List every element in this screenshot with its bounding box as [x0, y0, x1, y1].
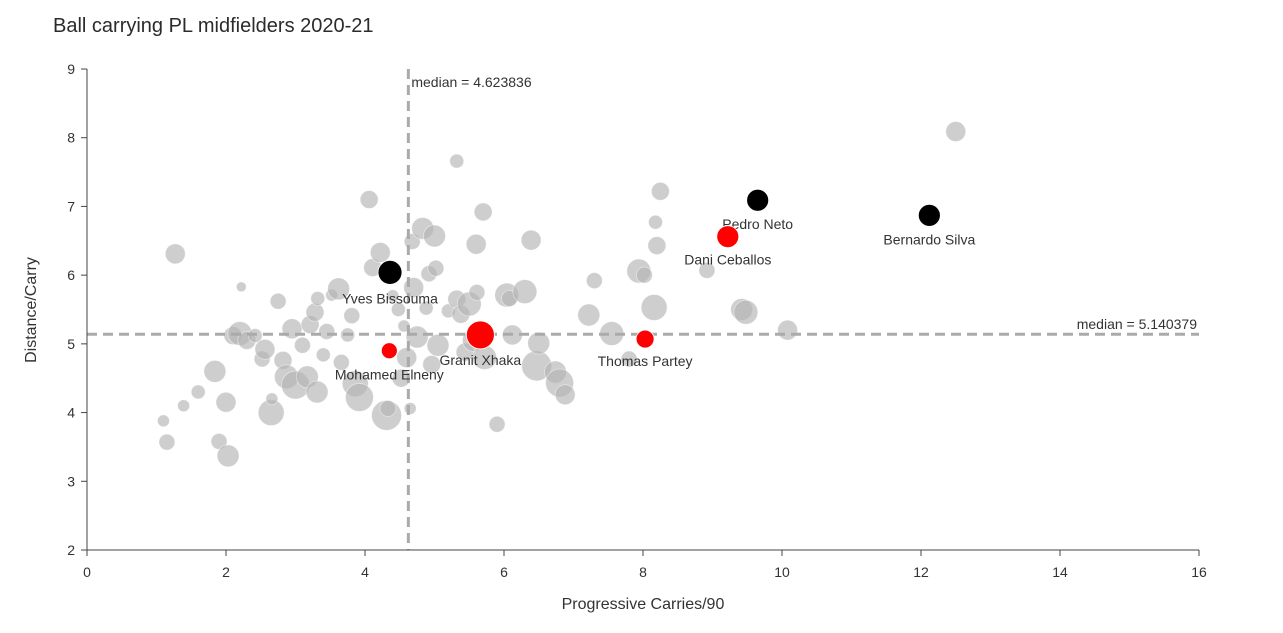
player-point-33: [327, 277, 350, 301]
y-tick-label-6: 6: [67, 267, 75, 283]
player-point-1: [157, 414, 170, 428]
player-label-thomas-partey: Thomas Partey: [598, 353, 693, 369]
y-tick-label-9: 9: [67, 61, 75, 77]
player-point-95: [777, 319, 798, 341]
player-point-54: [418, 300, 434, 316]
player-label-bernardo-silva: Bernardo Silva: [883, 231, 975, 247]
y-tick-label-3: 3: [67, 473, 75, 489]
player-point-57: [423, 224, 446, 248]
highlighted-players-layer: Pedro Neto Bernardo Silva Yves Bissouma Dan…: [335, 188, 975, 383]
player-point-3: [164, 243, 186, 265]
player-point-19: [269, 292, 287, 310]
player-point-90: [647, 236, 667, 255]
player-point-69: [473, 202, 493, 222]
y-tick-label-4: 4: [67, 405, 75, 421]
player-point-43: [379, 400, 397, 417]
player-point-48: [396, 347, 418, 369]
player-point-39: [359, 190, 379, 209]
player-point-mohamed-elneny: [380, 342, 398, 360]
y-tick-label-8: 8: [67, 130, 75, 146]
player-point-68: [468, 283, 486, 301]
x-tick-label-8: 8: [639, 564, 647, 580]
player-point-85: [620, 350, 638, 368]
player-point-8: [215, 391, 237, 413]
other-players-layer: [157, 121, 967, 468]
player-point-96: [945, 121, 967, 142]
player-point-59: [426, 333, 450, 357]
player-point-2: [158, 433, 176, 451]
player-point-87: [635, 266, 653, 284]
y-tick-label-5: 5: [67, 336, 75, 352]
player-point-81: [554, 384, 576, 406]
x-tick-label-0: 0: [83, 564, 91, 580]
player-point-88: [640, 294, 668, 321]
x-tick-label-4: 4: [361, 564, 369, 580]
player-point-27: [305, 302, 325, 322]
x-tick-label-16: 16: [1191, 564, 1207, 580]
player-point-yves-bissouma: [377, 259, 403, 285]
player-point-67: [465, 233, 487, 255]
player-point-76: [520, 229, 542, 251]
player-point-91: [650, 181, 670, 201]
median-x-label: median = 4.623836: [411, 74, 531, 90]
x-tick-label-14: 14: [1052, 564, 1068, 580]
player-point-31: [318, 323, 336, 340]
player-point-4: [177, 399, 191, 413]
player-point-49: [403, 402, 417, 415]
player-point-12: [235, 281, 247, 293]
player-point-61: [449, 153, 465, 169]
player-point-45: [390, 302, 406, 317]
player-point-46: [391, 368, 411, 388]
player-point-dani-ceballos: [716, 225, 740, 249]
player-point-78: [527, 331, 551, 355]
player-point-5: [190, 384, 206, 400]
player-point-29: [305, 380, 329, 404]
y-tick-label-7: 7: [67, 198, 75, 214]
player-point-9: [216, 444, 240, 468]
x-tick-label-10: 10: [774, 564, 790, 580]
player-point-28: [310, 291, 326, 306]
player-label-granit-xhaka: Granit Xhaka: [440, 352, 522, 368]
y-axis-title: Distance/Carry: [23, 257, 40, 363]
player-point-thomas-partey: [635, 329, 655, 349]
player-label-dani-ceballos: Dani Ceballos: [684, 252, 771, 268]
player-point-52: [405, 325, 429, 349]
player-point-38: [345, 383, 374, 412]
player-point-16: [254, 338, 276, 360]
median-lines-layer: median = 4.623836 median = 5.140379: [87, 69, 1199, 550]
player-point-58: [427, 259, 445, 277]
player-point-pedro-neto: [746, 188, 770, 212]
x-tick-label-2: 2: [222, 564, 230, 580]
player-point-6: [203, 359, 227, 383]
player-point-30: [315, 347, 331, 363]
player-point-34: [332, 354, 350, 371]
player-point-82: [577, 303, 601, 327]
player-point-94: [733, 299, 759, 325]
player-point-44: [386, 289, 400, 303]
chart-title: Ball carrying PL midfielders 2020-21: [53, 15, 374, 37]
player-point-bernardo-silva: [917, 203, 941, 227]
player-point-83: [585, 272, 603, 290]
x-tick-label-6: 6: [500, 564, 508, 580]
player-label-yves-bissouma: Yves Bissouma: [342, 290, 438, 306]
player-point-22: [281, 318, 303, 340]
median-y-label: median = 5.140379: [1077, 316, 1197, 332]
player-point-71: [488, 415, 506, 433]
player-point-36: [343, 307, 361, 325]
player-point-24: [294, 336, 311, 354]
x-tick-label-12: 12: [913, 564, 929, 580]
y-tick-label-2: 2: [67, 542, 75, 558]
player-label-mohamed-elneny: Mohamed Elneny: [335, 367, 444, 383]
player-point-89: [648, 214, 663, 230]
x-axis-title: Progressive Carries/90: [562, 596, 725, 613]
player-point-41: [369, 242, 391, 263]
player-point-75: [512, 279, 538, 305]
player-point-18: [265, 392, 279, 406]
player-point-granit-xhaka: [465, 320, 495, 350]
player-label-pedro-neto: Pedro Neto: [722, 216, 793, 232]
player-point-56: [422, 355, 442, 374]
player-point-92: [698, 261, 716, 279]
